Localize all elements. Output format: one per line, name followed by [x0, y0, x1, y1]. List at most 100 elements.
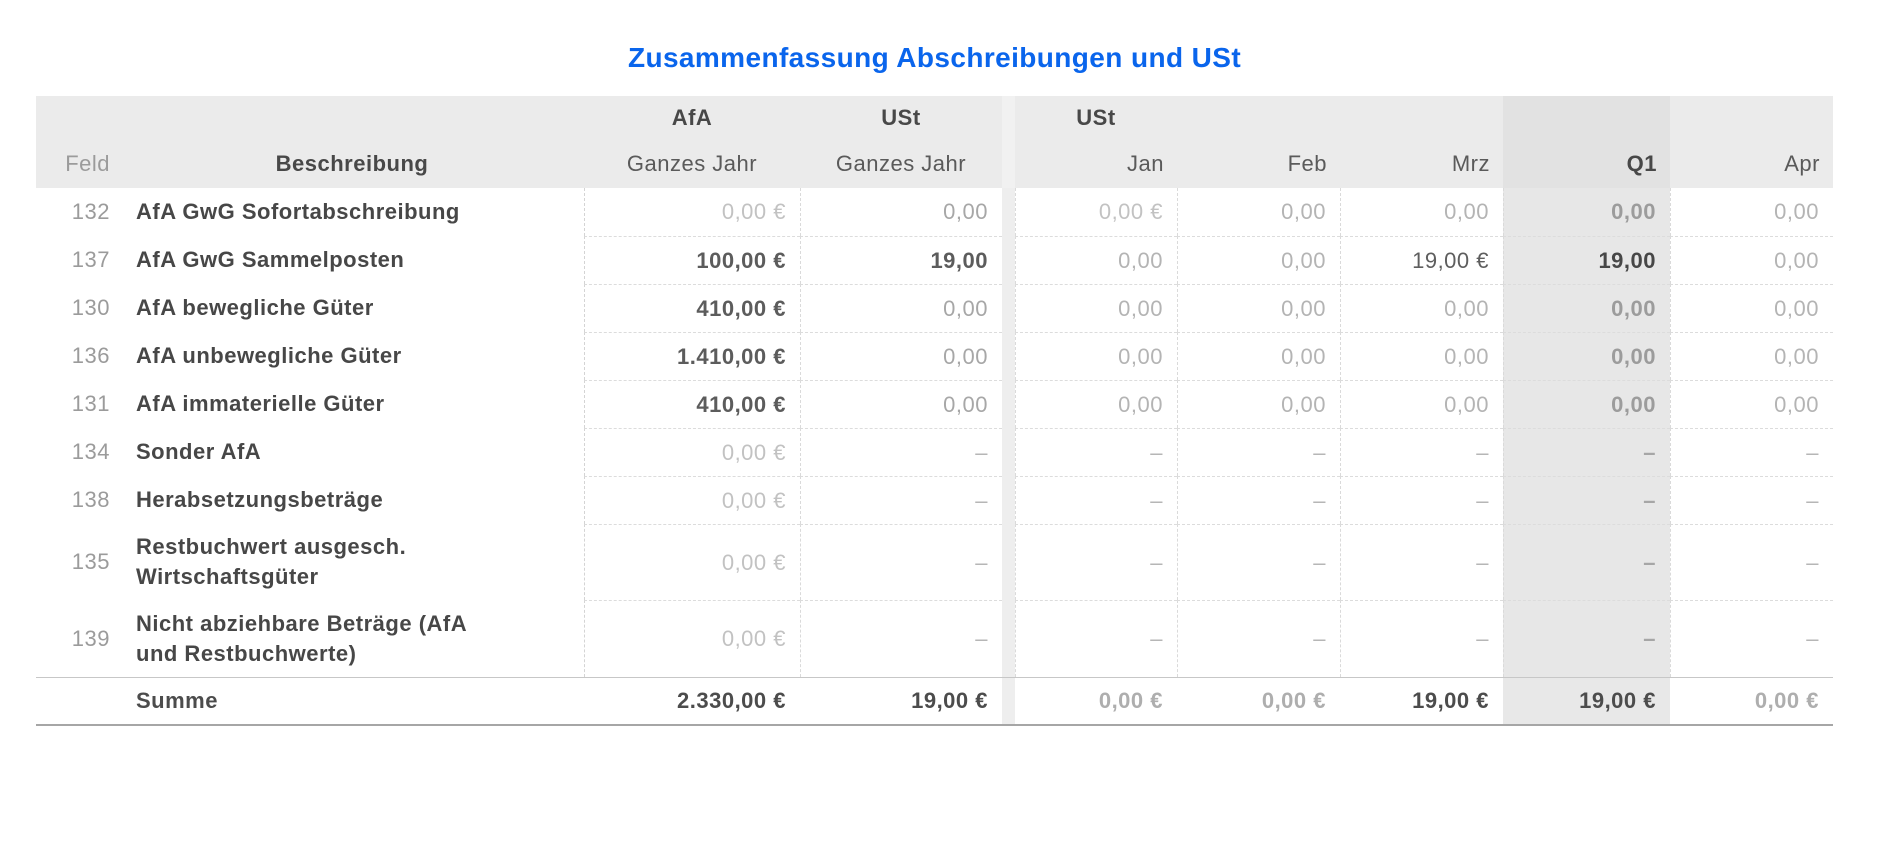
cell-ust-ganzes-jahr[interactable]: 19,00: [800, 236, 1002, 284]
cell-afa-ganzes-jahr[interactable]: 0,00 €: [584, 476, 800, 524]
cell-q1[interactable]: 0,00: [1503, 380, 1670, 428]
cell-beschreibung[interactable]: Sonder AfA: [136, 439, 262, 464]
cell-jan[interactable]: 0,00: [1015, 332, 1177, 380]
summary-cell-jan[interactable]: 0,00 €: [1098, 688, 1163, 713]
cell-q1[interactable]: 0,00: [1503, 188, 1670, 236]
cell-feb[interactable]: 0,00: [1177, 380, 1340, 428]
section-divider: [1002, 380, 1015, 428]
cell-afa-ganzes-jahr[interactable]: 100,00 €: [584, 236, 800, 284]
cell-beschreibung[interactable]: Herabsetzungsbeträge: [136, 487, 384, 512]
cell-afa-ganzes-jahr[interactable]: 1.410,00 €: [584, 332, 800, 380]
cell-apr[interactable]: –: [1670, 428, 1833, 476]
cell-mrz[interactable]: –: [1340, 476, 1503, 524]
cell-beschreibung[interactable]: Restbuchwert ausgesch. Wirtschaftsgüter: [136, 534, 407, 589]
cell-q1[interactable]: –: [1503, 428, 1670, 476]
column-header-row: Feld Beschreibung Ganzes Jahr Ganzes Jah…: [36, 140, 1833, 188]
cell-feld[interactable]: 131: [71, 391, 110, 416]
cell-apr[interactable]: 0,00: [1670, 188, 1833, 236]
cell-apr[interactable]: 0,00: [1670, 332, 1833, 380]
summary-cell-afa-ganzes-jahr[interactable]: 2.330,00 €: [677, 688, 786, 713]
summary-cell-ust-ganzes-jahr[interactable]: 19,00 €: [911, 688, 988, 713]
cell-feld[interactable]: 137: [71, 247, 110, 272]
cell-jan[interactable]: 0,00: [1015, 236, 1177, 284]
cell-apr[interactable]: –: [1670, 476, 1833, 524]
cell-jan[interactable]: 0,00 €: [1015, 188, 1177, 236]
cell-beschreibung[interactable]: Nicht abziehbare Beträge (AfA und Restbu…: [136, 610, 468, 666]
cell-feb[interactable]: –: [1177, 428, 1340, 476]
cell-q1[interactable]: 0,00: [1503, 284, 1670, 332]
cell-feb[interactable]: 0,00: [1177, 332, 1340, 380]
cell-ust-ganzes-jahr[interactable]: 0,00: [800, 188, 1002, 236]
cell-feld[interactable]: 134: [71, 439, 110, 464]
cell-jan[interactable]: –: [1015, 600, 1177, 677]
cell-feld[interactable]: 139: [71, 625, 110, 651]
cell-beschreibung[interactable]: AfA immaterielle Güter: [136, 391, 385, 416]
header-spacer: [1177, 96, 1340, 140]
cell-beschreibung[interactable]: AfA GwG Sofortabschreibung: [136, 199, 460, 224]
column-header-mrz: Mrz: [1451, 151, 1490, 176]
cell-feld[interactable]: 130: [71, 295, 110, 320]
section-divider: [1002, 284, 1015, 332]
cell-ust-ganzes-jahr[interactable]: –: [800, 428, 1002, 476]
cell-feld[interactable]: 135: [71, 549, 110, 574]
cell-ust-ganzes-jahr[interactable]: 0,00: [800, 380, 1002, 428]
cell-apr[interactable]: 0,00: [1670, 236, 1833, 284]
cell-feld[interactable]: 132: [71, 199, 110, 224]
cell-jan[interactable]: –: [1015, 476, 1177, 524]
cell-beschreibung[interactable]: AfA unbewegliche Güter: [136, 343, 402, 368]
cell-feb[interactable]: –: [1177, 600, 1340, 677]
cell-apr[interactable]: –: [1670, 600, 1833, 677]
cell-afa-ganzes-jahr[interactable]: 410,00 €: [584, 380, 800, 428]
cell-ust-ganzes-jahr[interactable]: –: [800, 524, 1002, 600]
cell-feb[interactable]: –: [1177, 524, 1340, 600]
cell-feb[interactable]: 0,00: [1177, 284, 1340, 332]
cell-afa-ganzes-jahr[interactable]: 410,00 €: [584, 284, 800, 332]
cell-q1[interactable]: –: [1503, 524, 1670, 600]
cell-afa-ganzes-jahr[interactable]: 0,00 €: [584, 600, 800, 677]
cell-mrz[interactable]: 0,00: [1340, 284, 1503, 332]
cell-feld[interactable]: 138: [71, 487, 110, 512]
cell-jan[interactable]: 0,00: [1015, 284, 1177, 332]
section-divider: [1002, 140, 1015, 188]
cell-apr[interactable]: –: [1670, 524, 1833, 600]
cell-jan[interactable]: 0,00: [1015, 380, 1177, 428]
cell-mrz[interactable]: 0,00: [1340, 380, 1503, 428]
cell-mrz[interactable]: 0,00: [1340, 188, 1503, 236]
cell-mrz[interactable]: –: [1340, 524, 1503, 600]
cell-apr[interactable]: 0,00: [1670, 380, 1833, 428]
cell-mrz[interactable]: 0,00: [1340, 332, 1503, 380]
cell-mrz[interactable]: –: [1340, 428, 1503, 476]
cell-afa-ganzes-jahr[interactable]: 0,00 €: [584, 524, 800, 600]
cell-ust-ganzes-jahr[interactable]: –: [800, 600, 1002, 677]
cell-jan[interactable]: –: [1015, 524, 1177, 600]
summary-label[interactable]: Summe: [136, 688, 218, 713]
cell-feb[interactable]: –: [1177, 476, 1340, 524]
cell-mrz[interactable]: –: [1340, 600, 1503, 677]
cell-apr[interactable]: 0,00: [1670, 284, 1833, 332]
header-spacer: [1340, 96, 1503, 140]
summary-cell-apr[interactable]: 0,00 €: [1754, 688, 1819, 713]
cell-feb[interactable]: 0,00: [1177, 188, 1340, 236]
cell-jan[interactable]: –: [1015, 428, 1177, 476]
cell-q1[interactable]: 19,00: [1503, 236, 1670, 284]
summary-cell-feb[interactable]: 0,00 €: [1261, 688, 1326, 713]
header-spacer: [1670, 96, 1833, 140]
cell-feb[interactable]: 0,00: [1177, 236, 1340, 284]
cell-ust-ganzes-jahr[interactable]: –: [800, 476, 1002, 524]
cell-q1[interactable]: –: [1503, 600, 1670, 677]
cell-beschreibung[interactable]: AfA bewegliche Güter: [136, 295, 374, 320]
summary-table: AfA USt USt Feld Beschreibung Ganzes Jah…: [36, 96, 1833, 726]
summary-cell-mrz[interactable]: 19,00 €: [1412, 688, 1489, 713]
table-row: 138 Herabsetzungsbeträge 0,00 € – – – – – –: [36, 476, 1833, 524]
cell-q1[interactable]: 0,00: [1503, 332, 1670, 380]
cell-q1[interactable]: –: [1503, 476, 1670, 524]
cell-ust-ganzes-jahr[interactable]: 0,00: [800, 332, 1002, 380]
cell-afa-ganzes-jahr[interactable]: 0,00 €: [584, 428, 800, 476]
cell-ust-ganzes-jahr[interactable]: 0,00: [800, 284, 1002, 332]
cell-beschreibung[interactable]: AfA GwG Sammelposten: [136, 247, 405, 272]
cell-afa-ganzes-jahr[interactable]: 0,00 €: [584, 188, 800, 236]
cell-feld[interactable]: 136: [71, 343, 110, 368]
cell-mrz[interactable]: 19,00 €: [1340, 236, 1503, 284]
summary-cell-q1[interactable]: 19,00 €: [1503, 678, 1670, 724]
